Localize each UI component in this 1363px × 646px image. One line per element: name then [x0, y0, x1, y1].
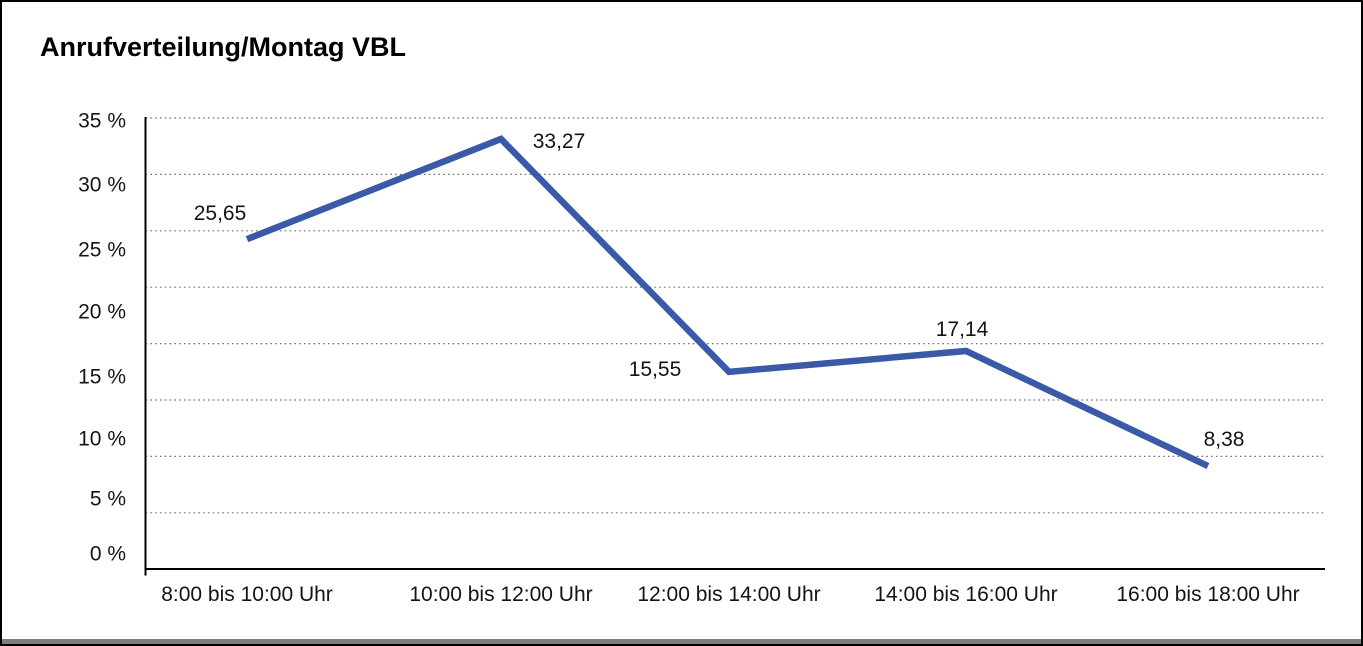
data-point-value-label: 8,38 — [1203, 428, 1245, 451]
y-axis-tick-label: 5 % — [89, 487, 126, 511]
bottom-border-bar — [2, 639, 1361, 644]
x-axis-category-label: 12:00 bis 14:00 Uhr — [637, 583, 821, 606]
data-point-value-label: 15,55 — [628, 358, 682, 381]
x-axis-category-label: 10:00 bis 12:00 Uhr — [409, 583, 593, 606]
data-point-value-label: 25,65 — [193, 202, 247, 225]
chart-title: Anrufverteilung/Montag VBL — [40, 32, 406, 62]
y-axis-tick-label: 35 % — [78, 109, 126, 133]
y-axis-tick-label: 15 % — [78, 365, 126, 389]
y-axis-tick-label: 30 % — [78, 173, 126, 197]
y-axis-tick-label: 20 % — [78, 300, 126, 324]
x-axis-category-label: 14:00 bis 16:00 Uhr — [874, 583, 1058, 606]
x-axis-category-label: 16:00 bis 18:00 Uhr — [1116, 583, 1300, 606]
data-line-series — [245, 135, 1210, 470]
y-axis-tick-label: 0 % — [89, 542, 126, 566]
x-axis-category-label: 8:00 bis 10:00 Uhr — [161, 583, 333, 606]
data-point-value-label: 17,14 — [935, 318, 989, 341]
y-axis-tick-label: 10 % — [78, 427, 126, 451]
data-point-value-label: 33,27 — [532, 130, 586, 153]
y-axis-tick-label: 25 % — [78, 238, 126, 262]
